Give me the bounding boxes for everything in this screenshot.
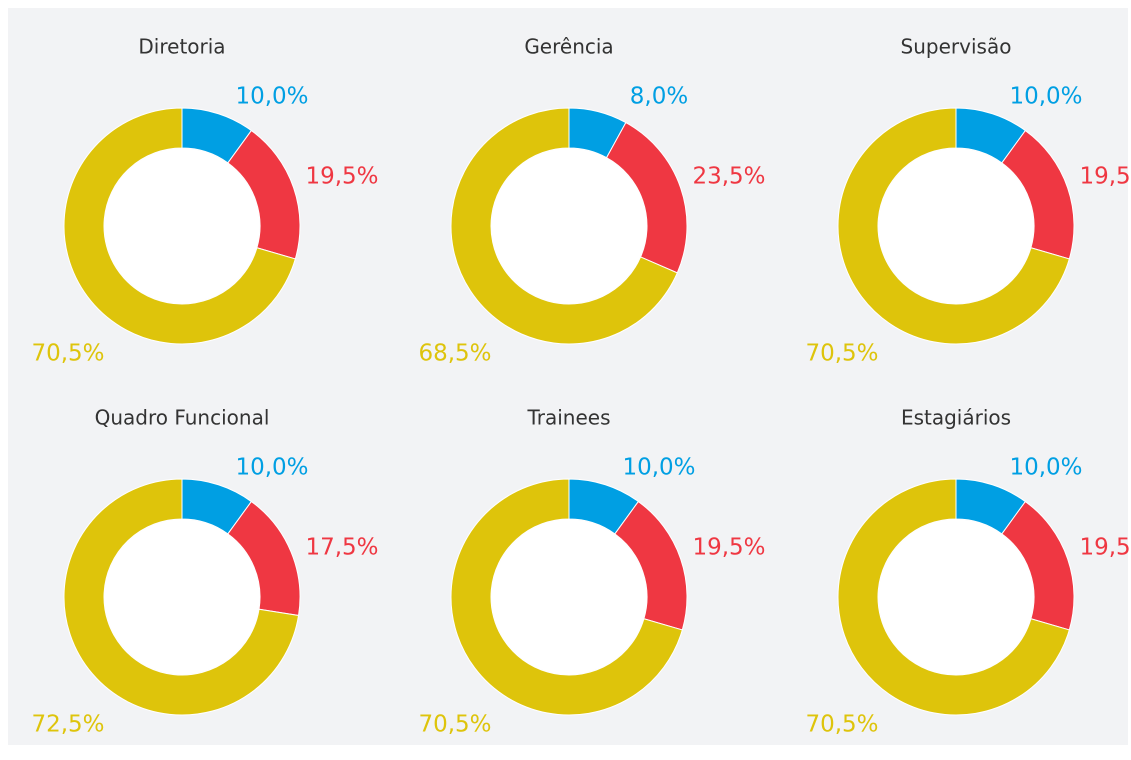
- donut-slice: [63, 478, 300, 716]
- data-label: 19,5%: [692, 535, 765, 561]
- donut-hole: [878, 148, 1034, 304]
- data-label: 70,5%: [31, 341, 104, 367]
- data-label: 70,5%: [805, 341, 878, 367]
- data-label: 72,5%: [31, 712, 104, 738]
- chart-title: Diretoria: [138, 35, 225, 59]
- data-label: 70,5%: [805, 712, 878, 738]
- chart-title: Supervisão: [901, 35, 1012, 59]
- donut-hole: [104, 148, 260, 304]
- donut-slice: [837, 107, 1070, 345]
- data-label: 10,0%: [235, 455, 308, 481]
- data-label: 10,0%: [235, 84, 308, 110]
- data-label: 17,5%: [305, 535, 378, 561]
- donut-slice: [837, 478, 1070, 716]
- donut-hole: [878, 519, 1034, 675]
- donut-hole: [491, 148, 647, 304]
- data-label: 8,0%: [630, 84, 688, 110]
- data-label: 10,0%: [1009, 455, 1082, 481]
- data-label: 19,5%: [305, 164, 378, 190]
- data-label: 10,0%: [622, 455, 695, 481]
- data-label: 10,0%: [1009, 84, 1082, 110]
- donut-hole: [491, 519, 647, 675]
- chart-title: Gerência: [524, 35, 613, 59]
- donut-hole: [104, 519, 260, 675]
- chart-title: Estagiários: [901, 406, 1011, 430]
- data-label: 70,5%: [418, 712, 491, 738]
- donut-slice: [450, 107, 678, 345]
- chart-title: Trainees: [526, 406, 610, 430]
- data-label: 19,5%: [1079, 164, 1131, 190]
- data-label: 68,5%: [418, 341, 491, 367]
- chart-title: Quadro Funcional: [95, 406, 270, 430]
- donut-slice: [450, 478, 683, 716]
- donut-slice: [63, 107, 296, 345]
- data-label: 19,5%: [1079, 535, 1131, 561]
- data-label: 23,5%: [692, 164, 765, 190]
